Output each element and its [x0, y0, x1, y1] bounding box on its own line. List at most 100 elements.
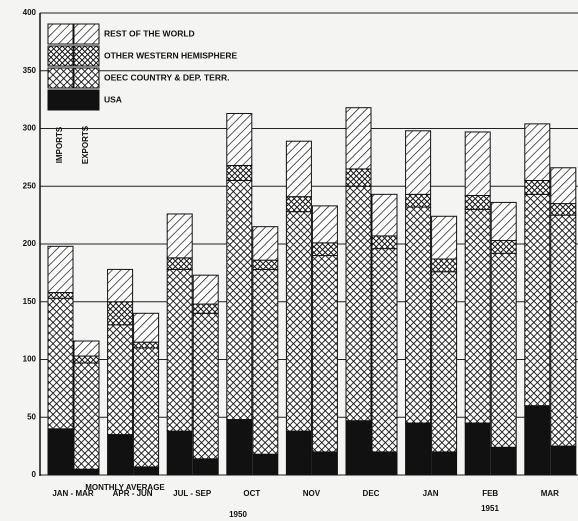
bar-segment [311, 255, 338, 453]
bar-segment [166, 268, 193, 432]
bar-segment [192, 312, 219, 460]
bar-segment [73, 340, 100, 357]
bar-segment [345, 107, 372, 170]
bar-segment [490, 446, 517, 476]
bar-segment [345, 420, 372, 476]
y-tick-label: 0 [32, 470, 37, 479]
bar-segment [490, 201, 517, 242]
bar-segment [431, 271, 458, 453]
bar-segment [405, 206, 432, 424]
legend-swatch [73, 89, 100, 111]
bar-segment [464, 194, 491, 210]
bar-segment [405, 422, 432, 476]
bar-segment [311, 451, 338, 476]
bar-segment [490, 252, 517, 448]
bar-segment [47, 292, 74, 299]
bar-segment [464, 208, 491, 424]
y-tick-label: 200 [23, 239, 37, 248]
bar-segment [550, 445, 577, 476]
bar-group-label: EXPORTS [81, 125, 90, 164]
bar-segment [133, 466, 160, 476]
y-tick-label: 100 [23, 355, 37, 364]
bar-segment [47, 297, 74, 430]
legend-swatch [47, 23, 74, 45]
bar-segment [226, 164, 253, 181]
y-tick-label: 400 [23, 8, 37, 17]
x-tick-label: JUL - SEP [173, 489, 212, 498]
x-tick-label: FEB [482, 489, 498, 498]
y-tick-label: 50 [27, 412, 36, 421]
bar-group-label: IMPORTS [55, 126, 64, 163]
bar-segment [524, 193, 551, 407]
bar-segment [431, 258, 458, 273]
legend-label: REST OF THE WORLD [104, 28, 195, 38]
bar-segment [285, 430, 312, 476]
bar-segment [252, 268, 279, 455]
bar-segment [166, 430, 193, 476]
bar-segment [47, 245, 74, 294]
legend-swatch [73, 45, 100, 67]
bar-segment [524, 405, 551, 476]
bar-segment [524, 179, 551, 195]
bar-segment [431, 215, 458, 260]
bar-segment [371, 451, 398, 476]
bar-segment [252, 226, 279, 261]
bar-segment [371, 193, 398, 237]
bar-segment [550, 167, 577, 205]
bar-segment [133, 347, 160, 468]
bar-segment [285, 196, 312, 213]
x-tick-label: NOV [303, 489, 321, 498]
legend-label: OTHER WESTERN HEMISPHERE [104, 50, 238, 60]
bar-segment [311, 205, 338, 244]
annotation: MONTHLY AVERAGE [85, 483, 165, 492]
x-tick-label: JAN - MAR [52, 489, 94, 498]
x-tick-label: DEC [363, 489, 380, 498]
bar-segment [226, 179, 253, 421]
bar-segment [133, 312, 160, 343]
bar-segment [405, 193, 432, 208]
x-tick-label: APR - JUN [113, 489, 153, 498]
bar-segment [73, 355, 100, 364]
bar-segment [47, 428, 74, 476]
legend-swatch [47, 45, 74, 67]
bar-segment [107, 268, 134, 303]
bar-segment [345, 185, 372, 422]
bar-segment [311, 242, 338, 257]
bar-segment [166, 257, 193, 270]
bar-segment [550, 214, 577, 447]
x-tick-label: OCT [243, 489, 260, 498]
bar-segment [285, 140, 312, 198]
legend-swatch [73, 67, 100, 89]
legend-label: USA [104, 94, 122, 104]
year-label: 1951 [481, 504, 499, 513]
bar-segment [464, 422, 491, 476]
bar-segment [371, 235, 398, 250]
y-tick-label: 350 [23, 66, 37, 75]
legend-swatch [73, 23, 100, 45]
legend-swatch [47, 89, 74, 111]
bar-segment [371, 248, 398, 453]
bar-segment [192, 303, 219, 314]
bar-segment [192, 274, 219, 305]
bar-segment [226, 112, 253, 166]
x-tick-label: MAR [541, 489, 559, 498]
bar-segment [107, 434, 134, 476]
y-tick-label: 300 [23, 124, 37, 133]
bar-segment [133, 341, 160, 349]
y-tick-label: 150 [23, 297, 37, 306]
bar-segment [226, 419, 253, 476]
x-tick-label: JAN [423, 489, 439, 498]
bar-segment [524, 123, 551, 181]
bar-segment [252, 453, 279, 476]
bar-segment [73, 468, 100, 476]
bar-segment [490, 240, 517, 254]
legend-label: OEEC COUNTRY & DEP. TERR. [104, 72, 229, 82]
bar-segment [252, 259, 279, 270]
bar-segment [192, 458, 219, 476]
bar-segment [107, 301, 134, 326]
bar-segment [405, 130, 432, 195]
bar-segment [107, 324, 134, 436]
bar-segment [431, 451, 458, 476]
bar-segment [464, 131, 491, 196]
